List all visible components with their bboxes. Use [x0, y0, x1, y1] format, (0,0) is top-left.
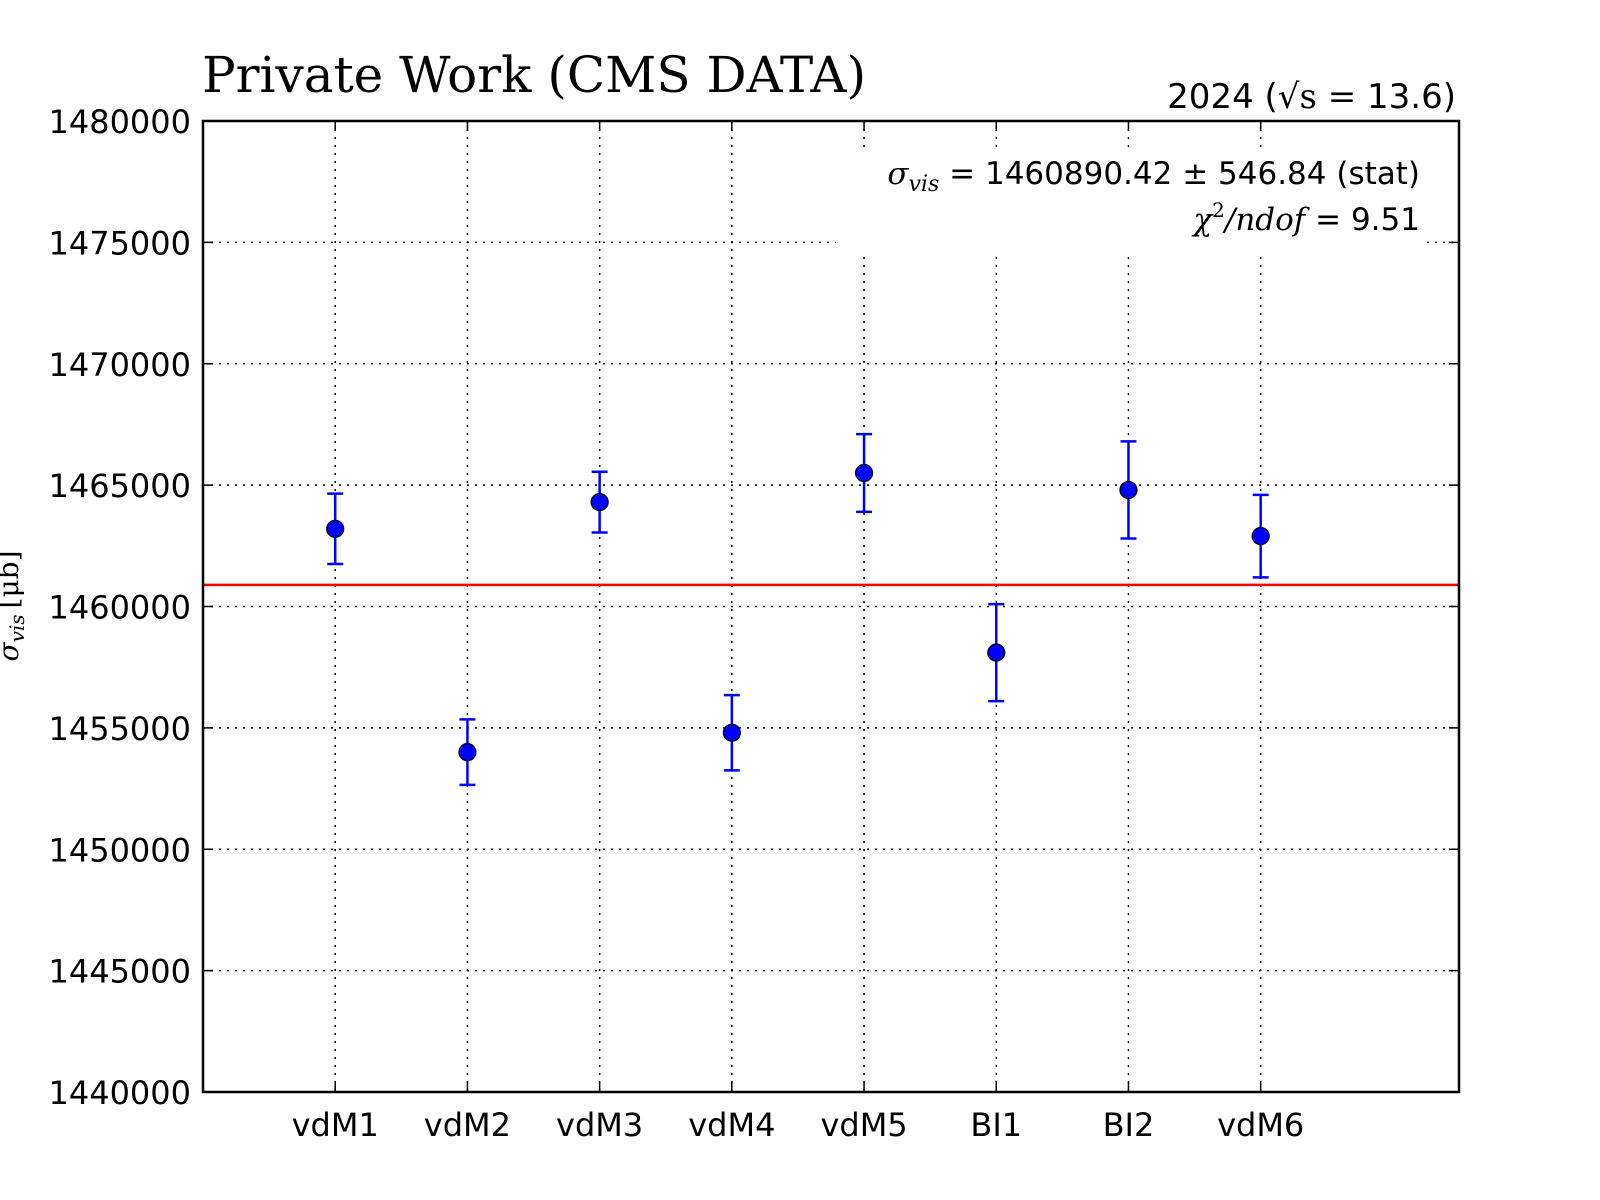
- subtitle-year: 2024: [1167, 77, 1254, 117]
- grid: [203, 121, 1459, 1092]
- x-tick-label: vdM5: [820, 1106, 907, 1144]
- data-point: [722, 723, 741, 742]
- x-tick-label: BI1: [970, 1106, 1022, 1144]
- subtitle-energy: 13.6: [1367, 77, 1443, 117]
- x-tick-label: vdM3: [556, 1106, 643, 1144]
- y-tick-label: 1470000: [48, 346, 191, 384]
- data-point: [1119, 480, 1138, 500]
- data-point: [987, 643, 1006, 662]
- chart-title: Private Work (CMS DATA): [202, 46, 866, 104]
- y-tick-label: 1475000: [48, 224, 191, 262]
- y-axis-label: σvis [μb]: [0, 550, 29, 661]
- subtitle-open: (: [1265, 77, 1278, 117]
- ylabel-unit: [μb]: [0, 550, 25, 608]
- data-point: [590, 493, 609, 512]
- x-tick-label: vdM4: [688, 1106, 775, 1144]
- x-axis-ticks: vdM1 vdM2 vdM3 vdM4 vdM5 BI1 BI2 vdM6: [292, 121, 1304, 1144]
- chi-value: = 9.51: [1305, 202, 1420, 238]
- y-tick-label: 1465000: [48, 467, 191, 505]
- data-points: [326, 432, 1270, 787]
- data-point: [1251, 527, 1270, 546]
- subtitle-eq: =: [1328, 77, 1357, 117]
- data-point: [326, 519, 345, 538]
- sigma-symbol: σ: [887, 156, 909, 192]
- plot-frame: [201, 119, 1461, 1094]
- chi-symbol: χ: [1191, 202, 1214, 238]
- x-tick-label: vdM1: [292, 1106, 379, 1144]
- y-tick-label: 1460000: [48, 589, 191, 627]
- y-tick-label: 1480000: [48, 103, 191, 141]
- data-point: [854, 463, 874, 483]
- y-tick-label: 1450000: [48, 831, 191, 869]
- subtitle-sqrt-s: √s: [1278, 77, 1317, 117]
- ylabel-symbol: σ: [0, 642, 25, 662]
- x-tick-label: vdM6: [1217, 1106, 1304, 1144]
- annotation-background: [836, 152, 1426, 252]
- sigma-value: = 1460890.42 ± 546.84 (stat): [939, 156, 1420, 192]
- chi2-annotation: χ2/ndof = 9.51: [1191, 198, 1420, 238]
- chart-subtitle: 2024 (√s = 13.6): [1167, 77, 1456, 117]
- x-tick-label: BI2: [1103, 1106, 1155, 1144]
- y-tick-label: 1455000: [48, 710, 191, 748]
- y-tick-label: 1445000: [48, 953, 191, 991]
- data-point: [458, 743, 477, 762]
- y-tick-label: 1440000: [48, 1074, 191, 1112]
- sigma-annotation: σvis = 1460890.42 ± 546.84 (stat): [887, 156, 1420, 197]
- sigma-subscript: vis: [909, 172, 940, 197]
- chi-ndof: /ndof: [1222, 202, 1311, 238]
- chi-superscript: 2: [1212, 198, 1225, 222]
- subtitle-close: ): [1443, 77, 1456, 117]
- y-axis-ticks: 1440000 1445000 1450000 1455000 1460000 14650…: [48, 103, 1459, 1112]
- ylabel-subscript: vis: [5, 614, 29, 642]
- x-tick-label: vdM2: [424, 1106, 511, 1144]
